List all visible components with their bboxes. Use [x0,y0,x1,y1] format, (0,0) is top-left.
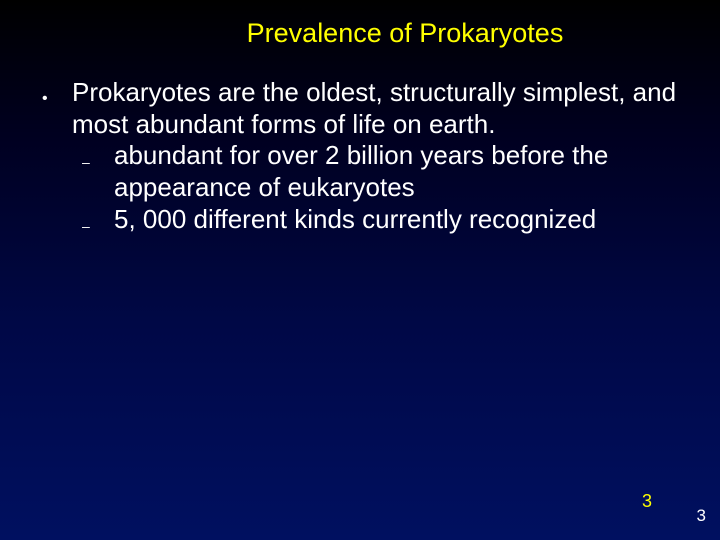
page-number-inner: 3 [642,491,652,512]
slide-container: Prevalence of Prokaryotes • Prokaryotes … [0,0,720,540]
sub-bullet-item: – 5, 000 different kinds currently recog… [72,204,690,236]
bullet-text-main: Prokaryotes are the oldest, structurally… [72,77,690,140]
bullet-item-main: • Prokaryotes are the oldest, structural… [30,77,690,140]
slide-body: • Prokaryotes are the oldest, structural… [30,77,690,236]
sub-bullet-glyph: – [72,140,114,171]
bullet-glyph: • [30,77,72,109]
sub-bullet-text: abundant for over 2 billion years before… [114,140,690,203]
sub-bullet-glyph: – [72,204,114,235]
sub-bullet-text: 5, 000 different kinds currently recogni… [114,204,690,236]
sub-bullet-list: – abundant for over 2 billion years befo… [30,140,690,235]
sub-bullet-item: – abundant for over 2 billion years befo… [72,140,690,203]
page-number-outer: 3 [697,506,706,526]
slide-title: Prevalence of Prokaryotes [120,18,690,49]
